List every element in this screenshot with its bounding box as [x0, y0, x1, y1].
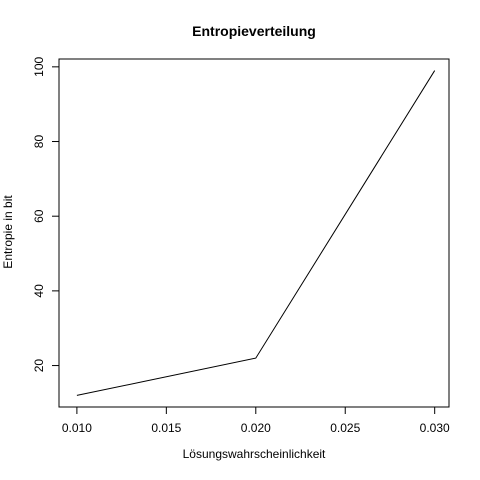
y-tick-label: 20 — [32, 359, 46, 373]
y-tick-label: 60 — [32, 209, 46, 223]
y-axis-label: Entropie in bit — [1, 195, 15, 269]
series-line — [76, 70, 436, 396]
plot-frame — [58, 58, 450, 408]
x-tick-label: 0.025 — [330, 421, 360, 435]
x-axis-label: Lösungswahrscheinlichkeit — [183, 447, 326, 461]
x-tick-label: 0.030 — [420, 421, 450, 435]
y-axis: 20 40 60 80 100 — [32, 57, 60, 373]
x-tick-label: 0.020 — [241, 421, 271, 435]
chart-title: Entropieverteilung — [192, 23, 316, 39]
y-tick-label: 80 — [32, 135, 46, 149]
series-group — [76, 70, 436, 396]
y-tick-label: 100 — [32, 57, 46, 77]
x-tick-label: 0.015 — [151, 421, 181, 435]
y-tick-label: 40 — [32, 284, 46, 298]
x-tick-label: 0.010 — [62, 421, 92, 435]
x-axis: 0.010 0.015 0.020 0.025 0.030 — [62, 406, 450, 435]
